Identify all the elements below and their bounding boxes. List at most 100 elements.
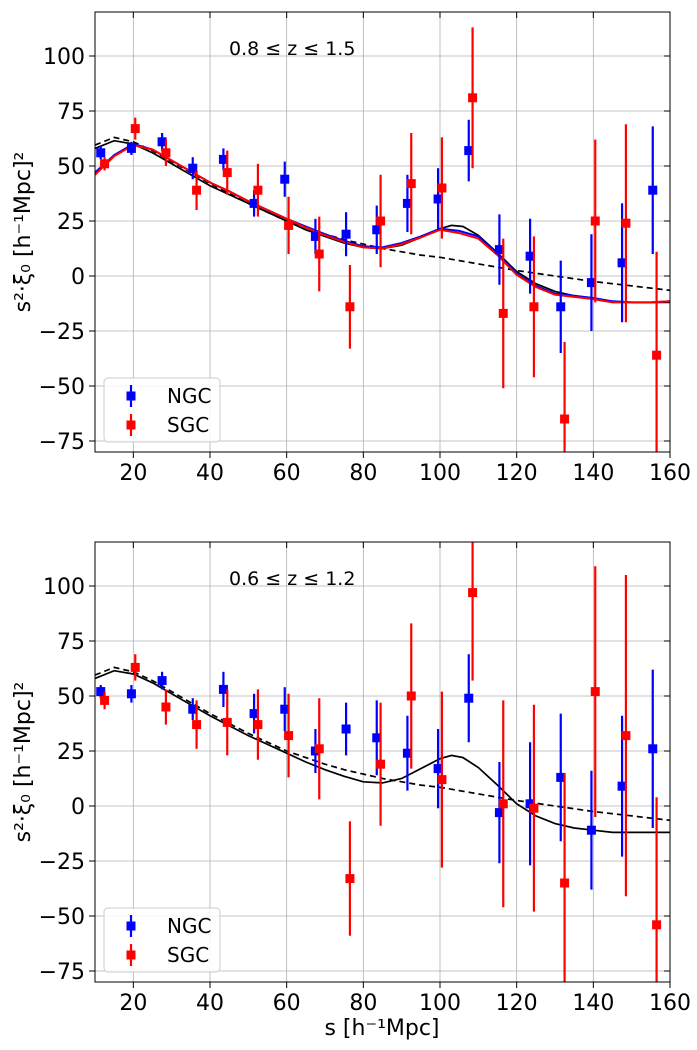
x-tick-label: 20 <box>119 461 147 486</box>
legend-sgc-marker <box>126 420 136 430</box>
ngc-data-point <box>372 733 382 743</box>
sgc-data-point <box>529 803 539 813</box>
sgc-data-point <box>100 159 110 169</box>
sgc-data-point <box>314 744 324 754</box>
legend-ngc-label: NGC <box>167 384 211 408</box>
y-tick-label: 25 <box>57 210 85 235</box>
x-tick-label: 140 <box>572 991 614 1016</box>
sgc-data-point <box>345 874 355 884</box>
axes: 20 40 60 80 100 120 140 160 −75 −50 −25 0 25 50 75 100 <box>39 542 691 1016</box>
ngc-data-point <box>341 724 351 734</box>
data-points <box>96 542 662 982</box>
sgc-data-point <box>560 878 570 888</box>
x-tick-label: 40 <box>196 991 224 1016</box>
sgc-data-point <box>161 702 171 712</box>
ngc-data-point <box>218 684 228 694</box>
plot-frame <box>94 11 671 453</box>
sgc-data-point <box>253 720 263 730</box>
ngc-data-point <box>648 744 658 754</box>
sgc-data-point <box>161 148 171 158</box>
plot-frame <box>94 541 671 983</box>
y-tick-label: −50 <box>39 375 85 400</box>
y-tick-label: 75 <box>57 630 85 655</box>
sgc-data-point <box>192 720 202 730</box>
sgc-data-point <box>376 216 386 226</box>
y-tick-label: 25 <box>57 740 85 765</box>
sgc-data-point <box>498 799 508 809</box>
ngc-data-point <box>280 174 290 184</box>
y-tick-label: −50 <box>39 905 85 930</box>
ngc-data-point <box>341 229 351 239</box>
model-curve-dashed-black <box>95 666 670 822</box>
x-tick-label: 60 <box>273 991 301 1016</box>
y-tick-label: 0 <box>71 795 85 820</box>
ngc-data-point <box>648 185 658 195</box>
x-tick-label: 100 <box>419 991 461 1016</box>
x-tick-label: 160 <box>649 461 691 486</box>
ngc-data-point <box>372 225 382 235</box>
ngc-data-point <box>157 137 167 147</box>
ngc-data-point <box>494 245 504 255</box>
sgc-data-point <box>652 350 662 360</box>
x-tick-label: 20 <box>119 991 147 1016</box>
legend-ngc-label: NGC <box>167 914 211 938</box>
legend-sgc-label: SGC <box>167 943 209 967</box>
sgc-data-point <box>498 308 508 318</box>
sgc-data-point <box>590 216 600 226</box>
ngc-data-point <box>157 676 167 686</box>
sgc-data-point <box>222 717 232 727</box>
y-tick-label: −25 <box>39 320 85 345</box>
y-tick-label: 100 <box>43 45 85 70</box>
y-tick-label: 50 <box>57 155 85 180</box>
sgc-data-point <box>130 124 140 134</box>
sgc-data-point <box>222 168 232 178</box>
x-axis-label: s [h⁻¹Mpc] <box>324 1016 439 1041</box>
panel-bottom: 20 40 60 80 100 120 140 160 −75 −50 −25 0 25 50 75 100 N… <box>39 541 691 1016</box>
legend-sgc-marker <box>126 950 136 960</box>
sgc-data-point <box>345 302 355 312</box>
x-tick-label: 80 <box>349 991 377 1016</box>
sgc-data-point <box>100 695 110 705</box>
ngc-data-point <box>433 764 443 774</box>
sgc-data-point <box>468 588 478 598</box>
sgc-data-point <box>406 179 416 189</box>
sgc-data-point <box>314 249 324 259</box>
sgc-data-point <box>560 414 570 424</box>
x-tick-label: 60 <box>273 461 301 486</box>
y-tick-label: −75 <box>39 960 85 985</box>
y-tick-label: −25 <box>39 850 85 875</box>
legend: NGC SGC <box>103 377 221 443</box>
y-tick-label: 100 <box>43 575 85 600</box>
sgc-data-point <box>621 218 631 228</box>
ngc-data-point <box>249 198 259 208</box>
y-tick-label: 50 <box>57 685 85 710</box>
ngc-data-point <box>188 163 198 173</box>
ngc-data-point <box>525 251 535 261</box>
legend-ngc-marker <box>126 391 136 401</box>
ngc-data-point <box>464 146 474 156</box>
x-tick-label: 160 <box>649 991 691 1016</box>
ngc-data-point <box>402 198 412 208</box>
x-tick-label: 140 <box>572 461 614 486</box>
ngc-data-point <box>402 748 412 758</box>
ngc-data-point <box>464 693 474 703</box>
x-tick-label: 100 <box>419 461 461 486</box>
ngc-data-point <box>433 194 443 204</box>
x-tick-label: 120 <box>496 461 538 486</box>
ngc-data-point <box>556 772 566 782</box>
ngc-data-point <box>494 808 504 818</box>
x-tick-label: 40 <box>196 461 224 486</box>
legend-sgc-label: SGC <box>167 413 209 437</box>
panel-bottom-annotation: 0.6 ≤ z ≤ 1.2 <box>229 568 355 590</box>
sgc-data-point <box>437 183 447 193</box>
panel-top-annotation: 0.8 ≤ z ≤ 1.5 <box>229 38 355 60</box>
y-tick-label: 75 <box>57 100 85 125</box>
ngc-data-point <box>617 781 627 791</box>
ngc-data-point <box>188 704 198 714</box>
sgc-data-point <box>468 93 478 103</box>
sgc-data-point <box>652 920 662 930</box>
sgc-data-point <box>253 185 263 195</box>
sgc-data-point <box>529 302 539 312</box>
ngc-data-point <box>556 302 566 312</box>
